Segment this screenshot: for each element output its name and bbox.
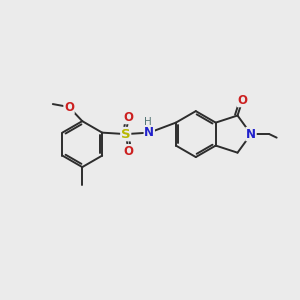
Text: N: N xyxy=(246,128,256,141)
Text: S: S xyxy=(121,128,130,141)
Text: O: O xyxy=(124,145,134,158)
Text: H: H xyxy=(144,117,152,127)
Text: O: O xyxy=(64,100,74,113)
Text: O: O xyxy=(124,110,134,124)
Text: O: O xyxy=(238,94,248,106)
Text: N: N xyxy=(144,126,154,139)
